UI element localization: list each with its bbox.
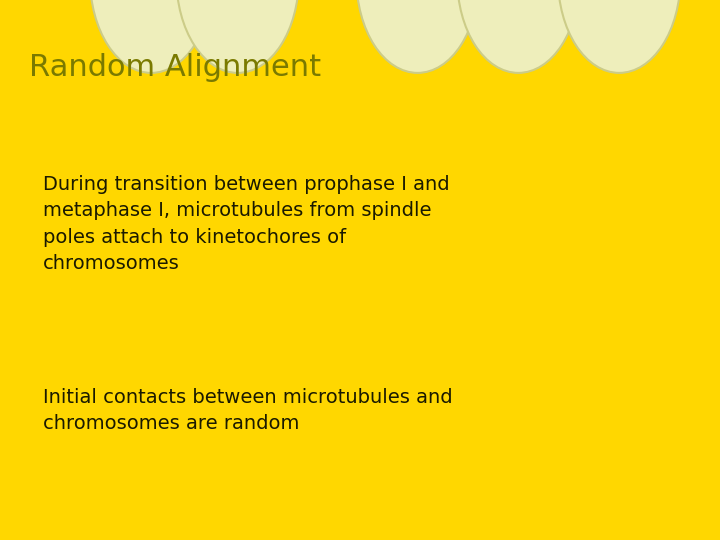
Ellipse shape xyxy=(176,0,299,73)
Text: Initial contacts between microtubules and
chromosomes are random: Initial contacts between microtubules an… xyxy=(43,388,453,433)
Text: During transition between prophase I and
metaphase I, microtubules from spindle
: During transition between prophase I and… xyxy=(43,175,450,273)
Ellipse shape xyxy=(457,0,580,73)
Ellipse shape xyxy=(356,0,479,73)
Ellipse shape xyxy=(558,0,680,73)
Text: Random Alignment: Random Alignment xyxy=(29,53,321,82)
Ellipse shape xyxy=(90,0,212,73)
